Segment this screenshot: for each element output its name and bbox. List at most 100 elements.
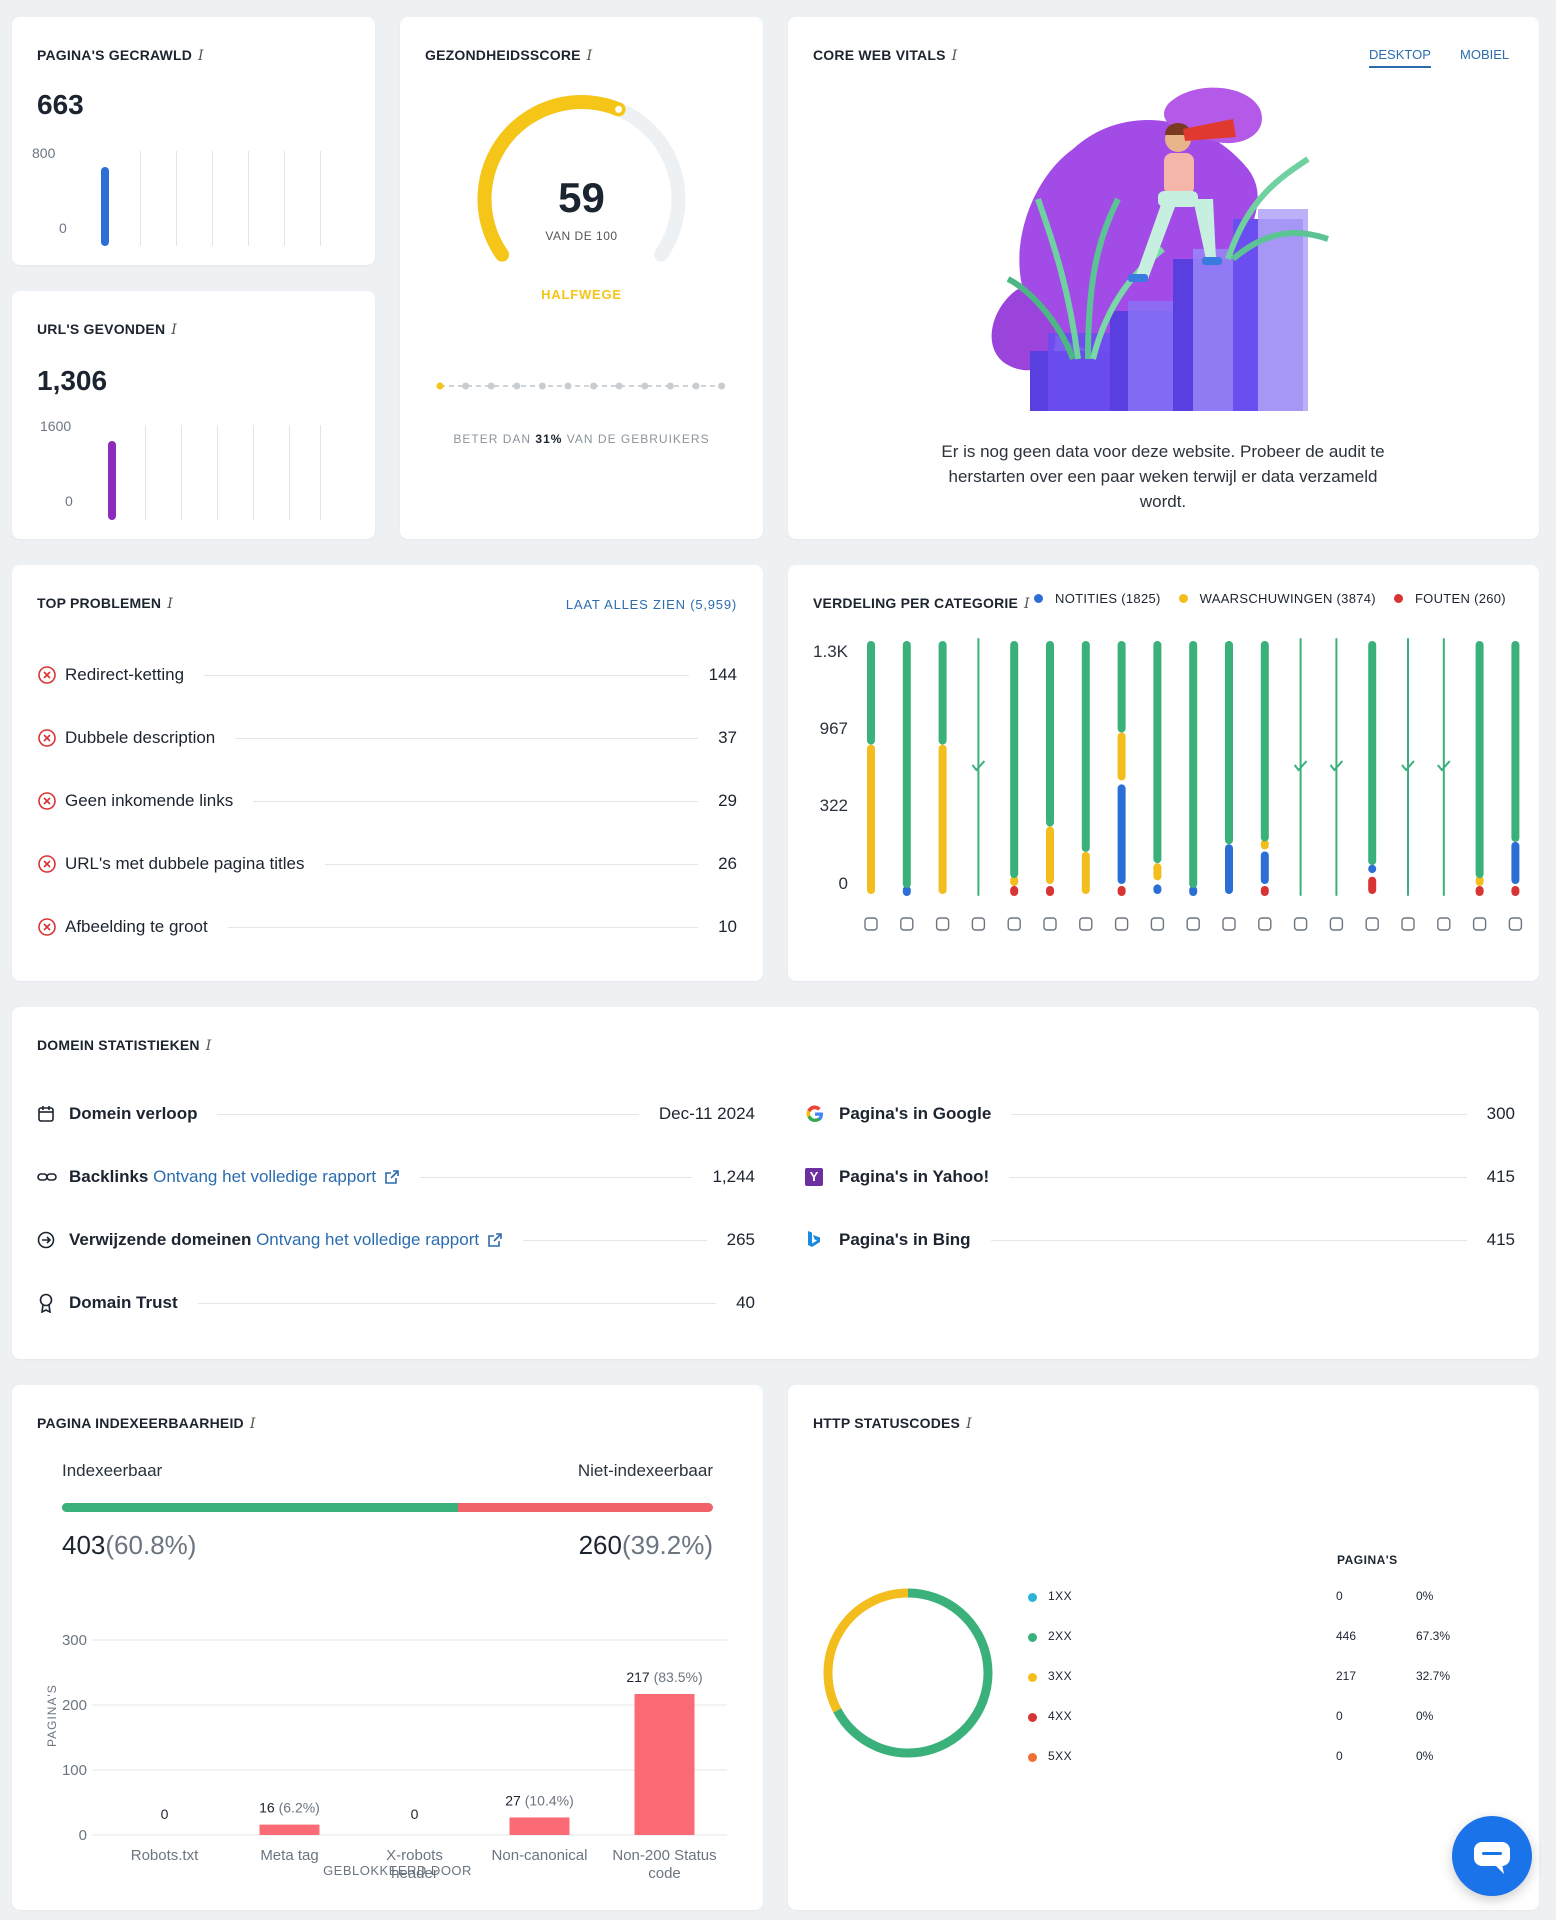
status-count: 217: [1336, 1669, 1357, 1683]
google-pages-row: Pagina's in Google 300: [805, 1104, 1515, 1124]
category-column[interactable]: [1437, 638, 1451, 896]
blocked-bar[interactable]: [259, 1824, 320, 1835]
document-icon[interactable]: [1150, 917, 1165, 931]
error-icon: [38, 792, 56, 810]
image-icon[interactable]: [1043, 917, 1057, 931]
tab-desktop[interactable]: DESKTOP: [1369, 47, 1431, 68]
indexable-label: Indexeerbaar: [62, 1461, 163, 1480]
http-status-card: HTTP STATUSCODES i PAGINA'S 1XX 0 0% 2XX 446 6…: [788, 1385, 1539, 1910]
info-icon[interactable]: i: [966, 1416, 972, 1432]
gauge-fill: [477, 95, 626, 262]
external-link-icon[interactable]: [487, 1232, 503, 1248]
issue-row[interactable]: Dubbele description 37: [37, 728, 737, 748]
status-dot: [1028, 1633, 1037, 1642]
crawled-axis-max: 800: [32, 145, 56, 161]
crawled-title: PAGINA'S GECRAWLD i: [37, 47, 204, 64]
external-link-icon[interactable]: [1222, 917, 1236, 931]
gauge-knob: [612, 102, 626, 116]
backlinks-report-link[interactable]: Ontvang het volledige rapport: [153, 1167, 377, 1186]
issue-row[interactable]: Afbeelding te groot 10: [37, 917, 737, 937]
cube-icon[interactable]: [864, 917, 878, 931]
issue-row[interactable]: Redirect-ketting 144: [37, 665, 737, 685]
info-icon[interactable]: i: [198, 48, 204, 64]
category-column[interactable]: [971, 638, 986, 896]
info-icon[interactable]: i: [249, 1416, 256, 1432]
search-icon[interactable]: [1186, 917, 1200, 931]
bar-label: 16 (6.2%): [259, 1800, 320, 1816]
issue-count: 144: [708, 665, 737, 684]
mobile-icon[interactable]: [1079, 917, 1093, 931]
urls-card: URL'S GEVONDEN i 1,306 1600 0: [12, 291, 375, 539]
check-icon: [1329, 760, 1344, 772]
index-split-bar: [62, 1503, 713, 1512]
error-icon: [38, 855, 56, 873]
health-card: GEZONDHEIDSSCORE i 59 VAN DE 100 HALFWEGE…: [400, 17, 763, 539]
blocked-bar[interactable]: [634, 1693, 695, 1835]
code-icon[interactable]: [935, 917, 950, 931]
info-icon[interactable]: i: [205, 1038, 212, 1054]
issue-label[interactable]: Redirect-ketting: [65, 665, 185, 684]
crawled-bar: [101, 167, 109, 246]
donut-slice[interactable]: [833, 1588, 993, 1758]
percentile-dots: [436, 382, 726, 390]
info-icon[interactable]: i: [951, 48, 958, 64]
info-icon[interactable]: i: [171, 322, 177, 338]
chat-button[interactable]: [1452, 1816, 1532, 1896]
info-icon[interactable]: i: [1024, 596, 1030, 612]
cwv-message: Er is nog geen data voor deze website. P…: [941, 442, 1385, 511]
category-column[interactable]: [1293, 638, 1308, 896]
grid-line: [284, 151, 285, 246]
http-title: HTTP STATUSCODES i: [813, 1415, 972, 1432]
non-indexable-count: 260(39.2%): [578, 1530, 713, 1560]
y-tick: 1.3K: [813, 642, 848, 661]
external-link-icon[interactable]: [384, 1169, 400, 1185]
status-row: 2XX 446 67.3%: [1028, 1629, 1508, 1649]
info-icon[interactable]: i: [167, 596, 173, 612]
redirect-icon[interactable]: [1365, 917, 1379, 931]
backlinks-value: 1,244: [712, 1167, 755, 1186]
bar-label: 0: [411, 1806, 419, 1822]
underline-icon[interactable]: [1472, 917, 1487, 931]
urls-axis-max: 1600: [40, 418, 72, 434]
chat-icon: [1474, 1842, 1510, 1874]
grid-line: [145, 425, 146, 520]
wind-icon[interactable]: [971, 917, 986, 931]
backlinks-row: Backlinks Ontvang het volledige rapport …: [37, 1167, 755, 1187]
grid-line: [253, 425, 254, 520]
issue-row[interactable]: URL's met dubbele pagina titles 26: [37, 854, 737, 874]
y-tick: 200: [62, 1697, 87, 1714]
status-dot: [1028, 1593, 1037, 1602]
pulse-icon[interactable]: [1114, 917, 1129, 931]
category-column[interactable]: [1401, 638, 1415, 896]
percentile-dot: [692, 382, 700, 390]
issue-label[interactable]: Afbeelding te groot: [65, 917, 208, 936]
info-icon[interactable]: i: [586, 48, 593, 64]
y-tick: 100: [62, 1762, 87, 1779]
category-column[interactable]: [1329, 638, 1344, 896]
distribution-card: VERDELING PER CATEGORIE i NOTITIES (1825)…: [788, 565, 1539, 981]
sliders-icon[interactable]: [1437, 917, 1451, 931]
issue-label[interactable]: Dubbele description: [65, 728, 216, 747]
view-all-link[interactable]: LAAT ALLES ZIEN (5,959): [565, 597, 737, 612]
shield-icon[interactable]: [1293, 917, 1308, 931]
donut-slice[interactable]: [823, 1588, 909, 1713]
status-count: 0: [1336, 1589, 1343, 1603]
indexable-fill: [62, 1503, 458, 1512]
arrow-circle-icon: [37, 1231, 55, 1249]
text-icon[interactable]: [1007, 917, 1021, 931]
status-count: 0: [1336, 1709, 1343, 1723]
backlinks-label: Backlinks: [69, 1167, 149, 1186]
issue-label[interactable]: URL's met dubbele pagina titles: [65, 854, 305, 873]
issue-count: 26: [718, 854, 737, 873]
issue-label[interactable]: Geen inkomende links: [65, 791, 234, 810]
link-icon[interactable]: [1258, 917, 1272, 931]
copy-icon[interactable]: [1329, 917, 1344, 931]
ref-domains-report-link[interactable]: Ontvang het volledige rapport: [256, 1230, 480, 1249]
blocked-bar[interactable]: [509, 1817, 570, 1835]
globe-icon[interactable]: [1508, 917, 1523, 931]
bolt-icon[interactable]: [900, 917, 914, 931]
tab-mobile[interactable]: MOBIEL: [1460, 47, 1510, 62]
health-title: GEZONDHEIDSSCORE i: [425, 47, 593, 64]
issue-row[interactable]: Geen inkomende links 29: [37, 791, 737, 811]
checkbox-icon[interactable]: [1401, 917, 1415, 931]
